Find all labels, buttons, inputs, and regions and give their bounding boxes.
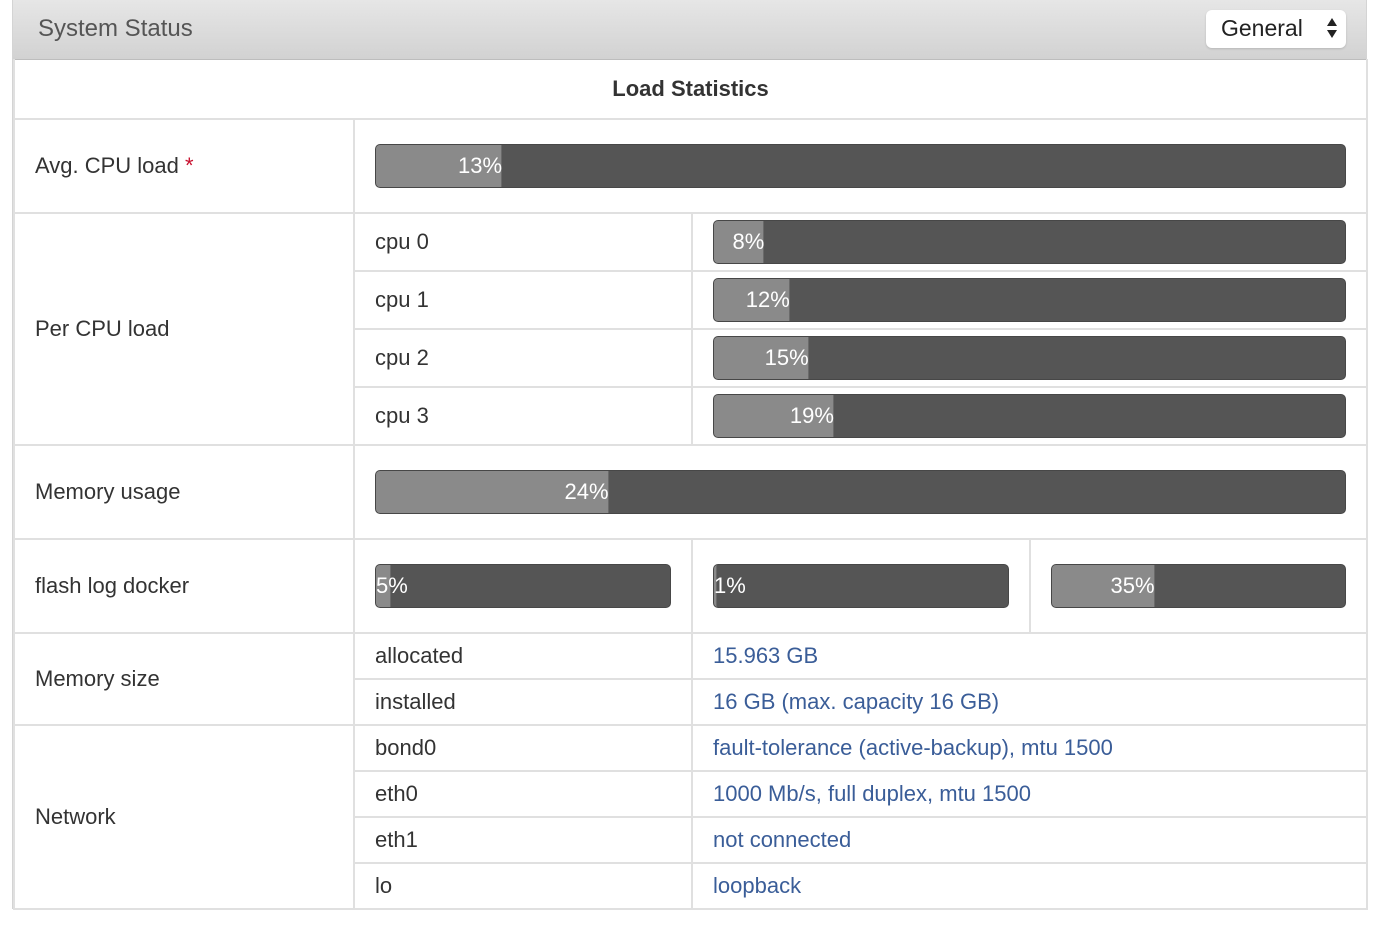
cpu1-bar-fill [714, 279, 790, 321]
flash-bar-cell: 5% [353, 538, 693, 634]
cpu-row: Per CPU load cpu 0 8% [13, 212, 1369, 446]
log-bar-text: 1% [714, 573, 746, 598]
cpu1-bar-text: 12% [745, 287, 790, 312]
cpu0-bar-text: 8% [732, 229, 765, 254]
network-row: eth0 1000 Mb/s, full duplex, mtu 1500 [14, 770, 1369, 818]
select-arrows-icon [1327, 18, 1337, 38]
network-interface: eth0 [353, 770, 693, 818]
network-status: loopback [690, 862, 1369, 910]
memory-usage-bar-cell: 24% [352, 444, 1369, 540]
avg-cpu-row: Avg. CPU load * 13% [13, 118, 1369, 214]
cpu-name: cpu 2 [353, 328, 693, 388]
docker-bar: 35% [1051, 564, 1347, 608]
memory-size-row: installed 16 GB (max. capacity 16 GB) [14, 678, 1369, 726]
cpu2-bar: 15% [713, 336, 1347, 380]
per-cpu-label: Per CPU load [35, 316, 170, 341]
log-bar-fill [714, 565, 717, 607]
memory-usage-bar: 24% [375, 470, 1347, 514]
memory-size-value: 15.963 GB [690, 632, 1369, 680]
cpu3-bar-fill [714, 395, 834, 437]
cpu-bar-cell: 12% [690, 270, 1369, 330]
cpu-row: cpu 2 15% [14, 328, 1369, 388]
flash-bar-text: 5% [376, 573, 408, 598]
avg-cpu-label: Avg. CPU load [35, 153, 179, 178]
cpu0-bar-fill [714, 221, 765, 263]
cpu2-bar-fill [714, 337, 809, 379]
memory-size-key: installed [353, 678, 693, 726]
system-status-panel: System Status General Load Statistics Av… [12, 0, 1369, 910]
log-bar-cell: 1% [691, 538, 1031, 634]
network-row: eth1 not connected [14, 816, 1369, 864]
view-select[interactable]: General [1206, 10, 1346, 48]
network-interface: bond0 [353, 724, 693, 772]
panel-header: System Status General [13, 0, 1366, 60]
memory-usage-bar-fill [376, 471, 609, 513]
avg-cpu-bar-fill [376, 145, 502, 187]
cpu0-bar: 8% [713, 220, 1347, 264]
network-row: Network bond0 fault-tolerance (active-ba… [13, 724, 1369, 910]
cpu-row: cpu 1 12% [14, 270, 1369, 330]
avg-cpu-bar-cell: 13% [352, 118, 1369, 214]
memory-usage-label: Memory usage [13, 444, 355, 540]
avg-cpu-label-cell: Avg. CPU load * [13, 118, 355, 214]
required-mark: * [185, 153, 194, 178]
load-statistics-table: Load Statistics Avg. CPU load * 13% Per … [12, 59, 1369, 910]
view-select-value: General [1221, 15, 1303, 41]
memory-usage-row: Memory usage 24% [13, 444, 1369, 540]
network-status: 1000 Mb/s, full duplex, mtu 1500 [690, 770, 1369, 818]
memory-size-label: Memory size [13, 632, 355, 726]
log-bar: 1% [713, 564, 1009, 608]
docker-bar-cell: 35% [1028, 538, 1369, 634]
panel-title: System Status [38, 15, 193, 42]
memory-size-row: Memory size allocated 15.963 GB [13, 632, 1369, 726]
cpu-name: cpu 1 [353, 270, 693, 330]
network-status: not connected [690, 816, 1369, 864]
network-interface: eth1 [353, 816, 693, 864]
cpu-bar-cell: 19% [690, 386, 1369, 446]
memory-size-value: 16 GB (max. capacity 16 GB) [690, 678, 1369, 726]
avg-cpu-bar-text: 13% [457, 153, 503, 178]
network-label: Network [13, 724, 355, 910]
flash-bar: 5% [375, 564, 671, 608]
network-status: fault-tolerance (active-backup), mtu 150… [690, 724, 1369, 772]
network-interface: lo [353, 862, 693, 910]
cpu-bar-cell: 8% [690, 212, 1369, 272]
memory-size-key: allocated [353, 632, 693, 680]
docker-bar-fill [1052, 565, 1155, 607]
storage-row: flash log docker 5% 1% 35% [13, 538, 1369, 634]
cpu-bar-cell: 15% [690, 328, 1369, 388]
avg-cpu-bar: 13% [375, 144, 1347, 188]
flash-bar-fill [376, 565, 391, 607]
cpu-name: cpu 3 [353, 386, 693, 446]
cpu3-bar-text: 19% [789, 403, 834, 428]
cpu3-bar: 19% [713, 394, 1347, 438]
network-row: lo loopback [14, 862, 1369, 910]
per-cpu-label-cell: Per CPU load [13, 212, 355, 446]
cpu1-bar: 12% [713, 278, 1347, 322]
caption-row: Load Statistics [12, 59, 1369, 120]
table-caption: Load Statistics [12, 59, 1369, 120]
memory-usage-bar-text: 24% [564, 479, 609, 504]
cpu2-bar-text: 15% [764, 345, 809, 370]
cpu-name: cpu 0 [353, 212, 693, 272]
storage-label: flash log docker [13, 538, 355, 634]
docker-bar-text: 35% [1110, 573, 1155, 598]
cpu-row: cpu 3 19% [14, 386, 1369, 446]
